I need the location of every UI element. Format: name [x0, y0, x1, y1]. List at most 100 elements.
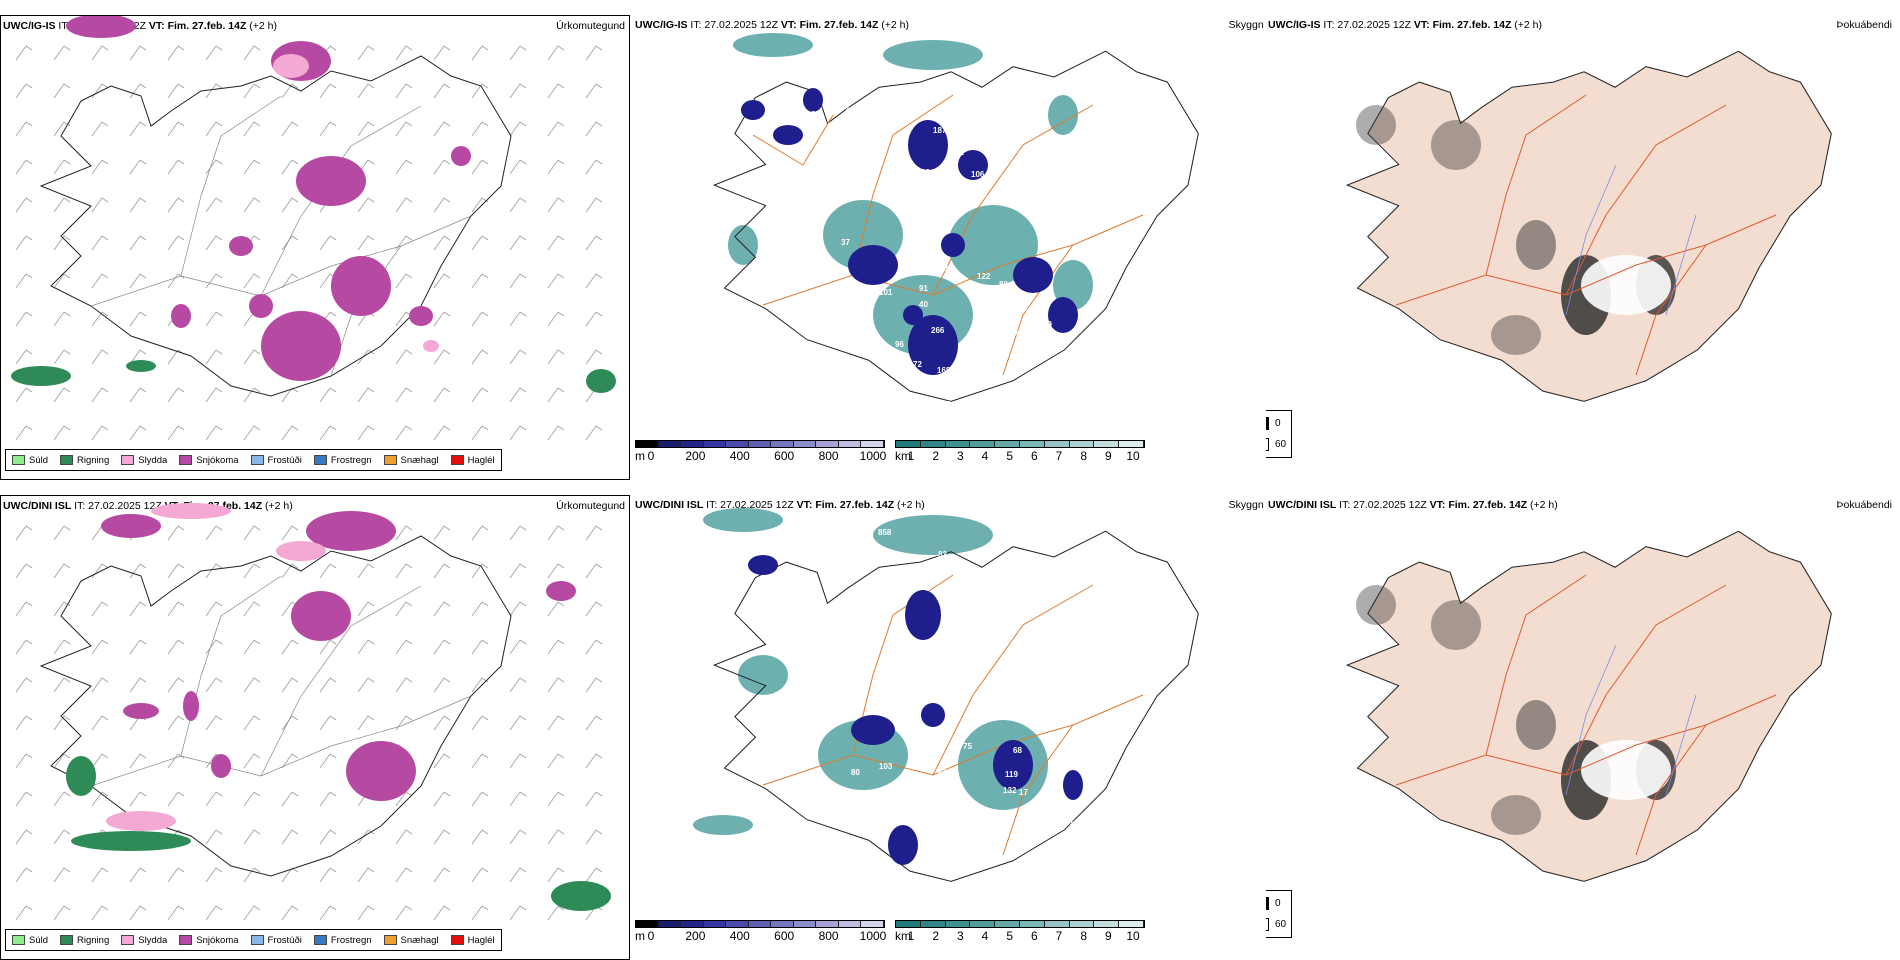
- legend-item: Slydda: [121, 455, 167, 466]
- wind-barb: [547, 197, 565, 213]
- colorbar-tick: 4: [981, 449, 989, 463]
- wind-barb: [319, 715, 337, 731]
- wind-barb: [167, 601, 185, 617]
- ceiling-value-label: 91: [841, 103, 850, 112]
- wind-barb: [471, 905, 489, 921]
- wind-barb: [91, 639, 109, 655]
- wind-barb: [585, 829, 603, 845]
- wind-barb: [433, 829, 451, 845]
- wind-barb: [205, 601, 223, 617]
- colorbar-tick: 400: [729, 929, 750, 943]
- wind-barb: [547, 639, 565, 655]
- wind-barb: [15, 829, 33, 845]
- wind-barb: [547, 715, 565, 731]
- wind-barb: [471, 159, 489, 175]
- snow-areas: [66, 16, 471, 381]
- wind-barb: [395, 715, 413, 731]
- ceiling-value-label: 37: [811, 110, 820, 119]
- wind-barb: [15, 525, 33, 541]
- iceland-land: [1345, 530, 1832, 882]
- wind-barb: [167, 791, 185, 807]
- colorbar-tick: 8: [1080, 449, 1087, 463]
- wind-barb: [585, 791, 603, 807]
- colorbar-tick: 7: [1055, 929, 1063, 943]
- wind-barb: [243, 387, 261, 403]
- wind-barb: [205, 905, 223, 921]
- wind-barb: [91, 311, 109, 327]
- wind-barb: [509, 235, 527, 251]
- ceiling-value-label: 87: [941, 400, 950, 409]
- colorbar-tick: 3: [956, 929, 964, 943]
- ceiling-value-label: 113: [781, 828, 794, 837]
- iceland-coastline: [39, 535, 512, 877]
- wind-barb: [53, 791, 71, 807]
- legend-item: Haglél: [450, 455, 495, 466]
- colorbar-tick: 7: [1055, 449, 1063, 463]
- colorbar-tick: 9: [1104, 449, 1112, 463]
- wind-barb: [433, 197, 451, 213]
- colorbar-segment: [793, 921, 817, 927]
- wind-barb: [585, 639, 603, 655]
- rain-areas: [66, 756, 611, 911]
- wind-barb: [509, 159, 527, 175]
- wind-barb: [281, 753, 299, 769]
- colorbar-tick: 8: [1080, 929, 1087, 943]
- colorbar-segment: [945, 441, 971, 447]
- ceiling-value-label: 93: [963, 628, 972, 637]
- colorbar-segment: [970, 441, 996, 447]
- ceiling-value-label: 44: [1065, 348, 1074, 357]
- wind-barb: [243, 639, 261, 655]
- wind-barb: [433, 791, 451, 807]
- wind-barb: [471, 121, 489, 137]
- ceiling-value-label: 119: [841, 286, 854, 295]
- wind-barb: [547, 121, 565, 137]
- ceiling-value-label: 122: [977, 272, 991, 281]
- wind-barb: [585, 121, 603, 137]
- wind-barb: [357, 45, 375, 61]
- wind-barb: [205, 45, 223, 61]
- wind-barb: [167, 83, 185, 99]
- wind-barb: [167, 639, 185, 655]
- colorbar-tick: 3: [956, 449, 964, 463]
- wind-barb: [319, 867, 337, 883]
- wind-barb: [205, 677, 223, 693]
- wind-barb: [471, 677, 489, 693]
- ceiling-value-label: 76: [939, 630, 948, 639]
- ceiling-value-label: 191: [783, 578, 797, 587]
- wind-barb: [205, 715, 223, 731]
- ceiling-value-label: 101: [879, 288, 893, 297]
- wind-barb: [319, 563, 337, 579]
- fog-free-area: [1581, 740, 1671, 800]
- wind-barb: [281, 235, 299, 251]
- wind-barb: [471, 639, 489, 655]
- colorbar-segment: [1069, 921, 1095, 927]
- legend-label: Snæhagl: [400, 454, 439, 466]
- colorbar-tick: 4: [981, 929, 989, 943]
- ceiling-value-label: 168: [937, 366, 951, 375]
- wind-barb: [129, 311, 147, 327]
- ceiling-value-label: 68: [1013, 746, 1022, 755]
- legend-swatch: [12, 935, 25, 945]
- wind-barb: [281, 387, 299, 403]
- wind-barb: [15, 235, 33, 251]
- wind-barb: [243, 121, 261, 137]
- wind-barb: [53, 45, 71, 61]
- ceiling-value-label: 137: [951, 176, 965, 185]
- legend-item: Snjókoma: [179, 935, 239, 946]
- wind-barb: [433, 425, 451, 441]
- ceiling-value-label: 266: [931, 326, 945, 335]
- colorbar-tick: 2: [932, 929, 939, 943]
- wind-barb: [243, 753, 261, 769]
- wind-barb: [91, 715, 109, 731]
- wind-barb: [167, 235, 185, 251]
- wind-barb: [433, 601, 451, 617]
- wind-barb: [15, 197, 33, 213]
- legend-label: Rigning: [77, 454, 110, 466]
- wind-barb: [395, 387, 413, 403]
- wind-barb: [129, 121, 147, 137]
- iceland-coastline: [712, 50, 1199, 402]
- wind-barb: [281, 273, 299, 289]
- wind-barb: [129, 563, 147, 579]
- colorbar-tick: 0: [647, 929, 655, 943]
- colorbar-tick: 0: [647, 449, 655, 463]
